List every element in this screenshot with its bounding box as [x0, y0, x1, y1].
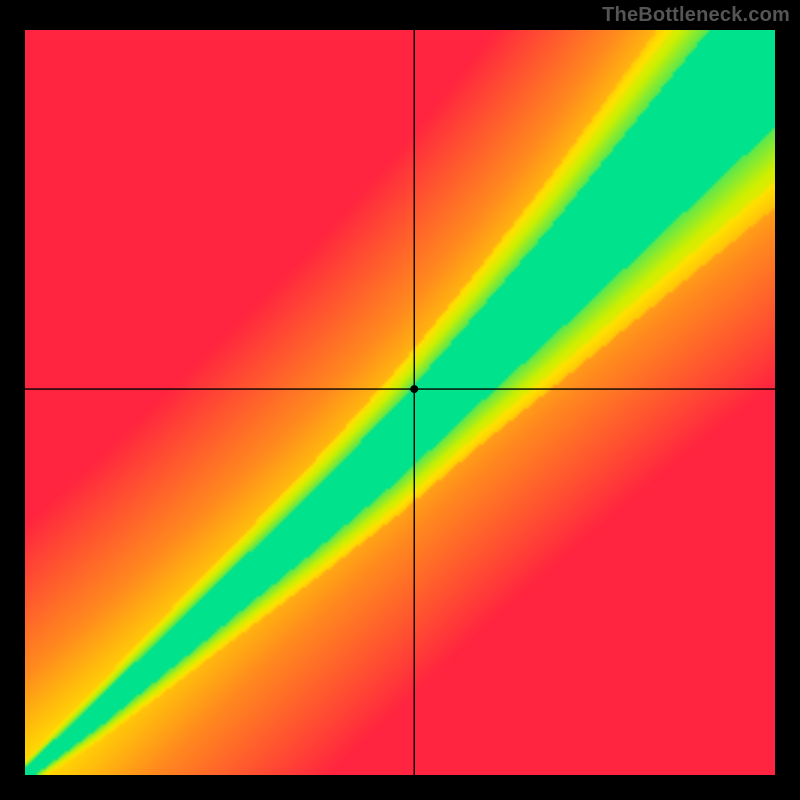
bottleneck-heatmap [25, 30, 775, 775]
watermark-text: TheBottleneck.com [602, 4, 790, 27]
